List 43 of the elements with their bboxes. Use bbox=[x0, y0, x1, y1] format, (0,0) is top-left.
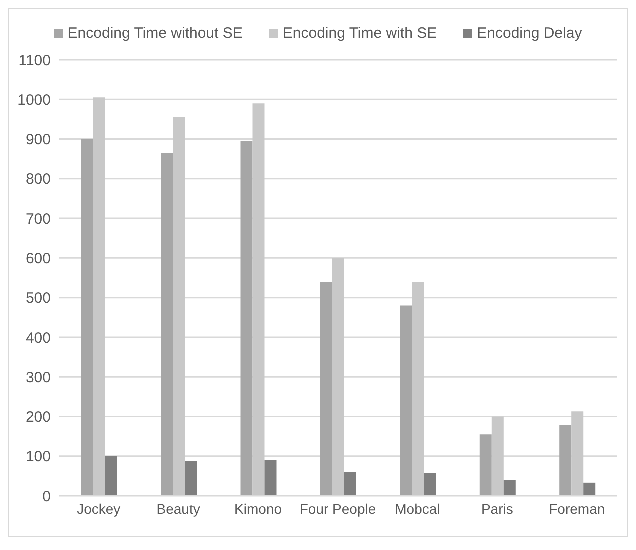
bar bbox=[240, 141, 253, 496]
y-tick-label: 900 bbox=[26, 132, 51, 149]
y-tick-label: 500 bbox=[26, 290, 51, 308]
bar bbox=[480, 434, 492, 496]
bar bbox=[560, 425, 572, 496]
bar bbox=[332, 258, 344, 496]
bar bbox=[584, 482, 596, 496]
y-tick-label: 200 bbox=[26, 409, 51, 426]
bar bbox=[504, 480, 516, 496]
x-tick-label: Mobcal bbox=[395, 500, 440, 517]
y-tick-label: 1000 bbox=[18, 92, 51, 109]
bar bbox=[424, 473, 436, 496]
x-tick-label: Beauty bbox=[156, 500, 200, 517]
bar bbox=[344, 472, 356, 496]
bar bbox=[264, 460, 277, 496]
y-tick-label: 400 bbox=[26, 330, 51, 347]
bar bbox=[185, 461, 198, 496]
bar bbox=[161, 153, 174, 496]
bar bbox=[173, 117, 186, 496]
legend-label: Encoding Time without SE bbox=[68, 25, 243, 42]
x-tick-label: Four People bbox=[300, 500, 376, 517]
x-tick-label: Paris bbox=[481, 500, 514, 517]
x-tick-label: Jockey bbox=[77, 500, 121, 517]
y-tick-label: 800 bbox=[26, 171, 51, 188]
y-tick-label: 600 bbox=[26, 250, 51, 268]
x-tick-label: Foreman bbox=[549, 500, 606, 517]
y-tick-label: 700 bbox=[26, 210, 51, 228]
bar bbox=[320, 282, 332, 496]
bar bbox=[572, 412, 584, 496]
bar bbox=[400, 306, 412, 496]
y-tick-label: 300 bbox=[26, 369, 51, 386]
bar bbox=[492, 416, 504, 496]
bar bbox=[105, 456, 118, 496]
legend-label: Encoding Delay bbox=[477, 25, 582, 42]
bar bbox=[93, 98, 106, 496]
x-tick-label: Kimono bbox=[234, 500, 282, 517]
bar bbox=[412, 282, 424, 496]
y-tick-label: 100 bbox=[26, 448, 51, 466]
y-tick-label: 1100 bbox=[18, 52, 51, 70]
bar bbox=[252, 104, 265, 496]
legend-label: Encoding Time with SE bbox=[282, 25, 438, 42]
y-tick-label: 0 bbox=[42, 488, 51, 506]
bar bbox=[81, 139, 94, 496]
